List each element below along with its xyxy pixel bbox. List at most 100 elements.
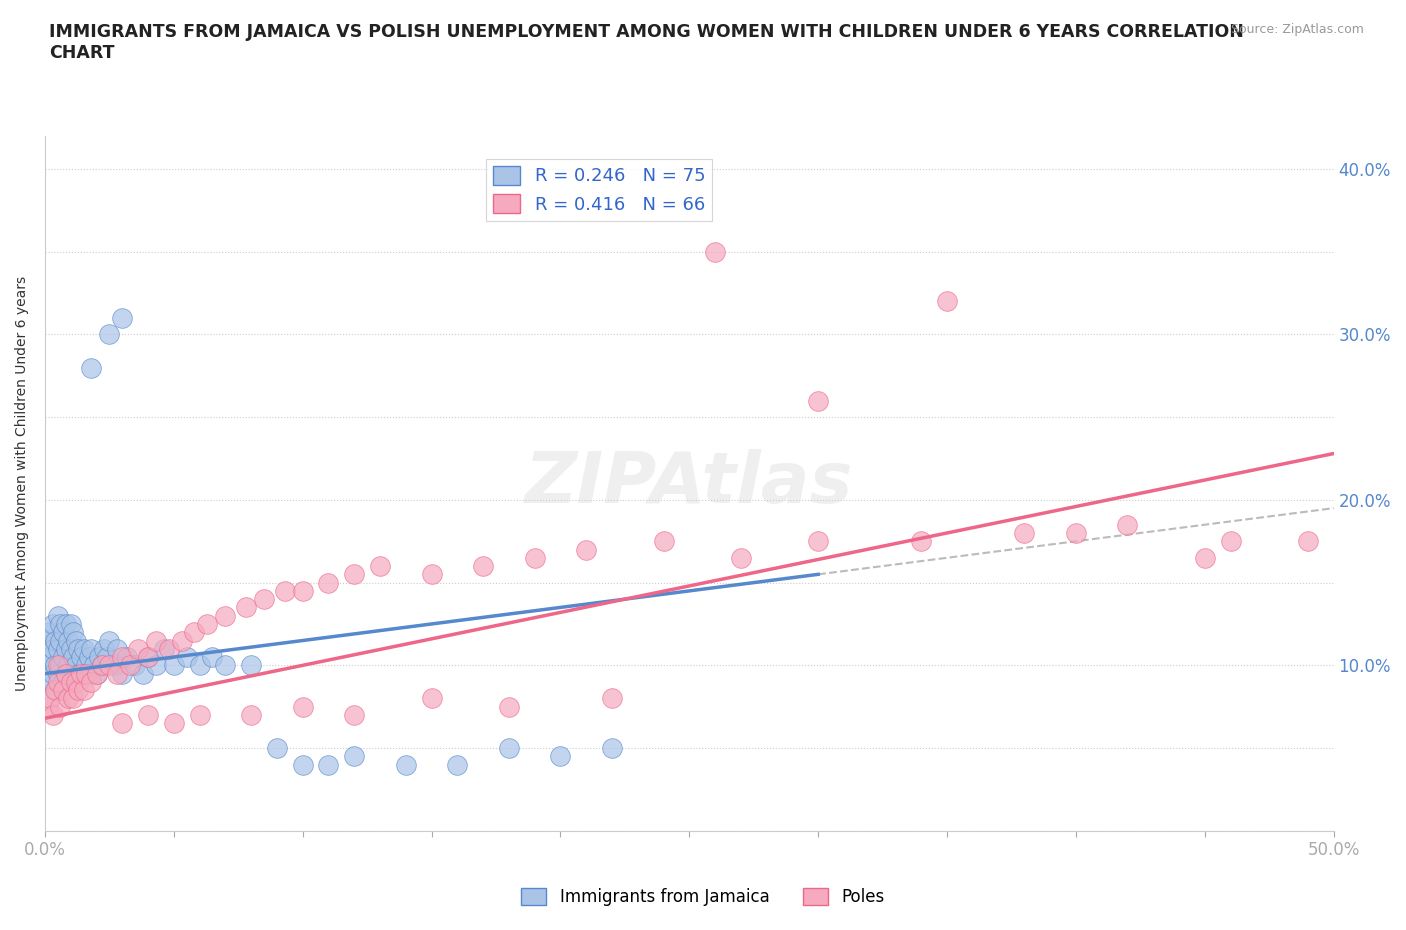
Point <box>44 633 66 648</box>
Point <box>600 740 623 755</box>
Point <box>55 617 77 631</box>
Point <box>240 708 263 723</box>
Point <box>80 674 103 689</box>
Point <box>291 757 314 772</box>
Point <box>46 666 69 681</box>
Point <box>98 633 121 648</box>
Point <box>59 617 82 631</box>
Point <box>318 757 340 772</box>
Point <box>163 716 186 731</box>
Point <box>65 658 87 672</box>
Point <box>93 642 115 657</box>
Point <box>72 683 94 698</box>
Point <box>62 691 84 706</box>
Point <box>176 650 198 665</box>
Point <box>56 691 79 706</box>
Point <box>117 650 139 665</box>
Point <box>49 699 72 714</box>
Point <box>55 666 77 681</box>
Point <box>80 642 103 657</box>
Point <box>395 757 418 772</box>
Point <box>498 699 520 714</box>
Point <box>214 658 236 672</box>
Point <box>111 650 134 665</box>
Point <box>56 658 79 672</box>
Point <box>240 658 263 672</box>
Point <box>163 658 186 672</box>
Text: IMMIGRANTS FROM JAMAICA VS POLISH UNEMPLOYMENT AMONG WOMEN WITH CHILDREN UNDER 6: IMMIGRANTS FROM JAMAICA VS POLISH UNEMPL… <box>49 23 1244 62</box>
Point <box>652 534 675 549</box>
Point <box>59 642 82 657</box>
Point <box>87 650 110 665</box>
Point <box>52 683 75 698</box>
Point <box>704 245 727 259</box>
Point <box>472 559 495 574</box>
Point <box>86 666 108 681</box>
Point <box>52 674 75 689</box>
Point <box>118 658 141 672</box>
Point <box>132 666 155 681</box>
Point <box>67 642 90 657</box>
Point <box>1116 517 1139 532</box>
Point <box>136 708 159 723</box>
Point <box>807 534 830 549</box>
Point <box>420 567 443 582</box>
Point <box>291 583 314 598</box>
Point <box>80 360 103 375</box>
Point <box>183 625 205 640</box>
Point <box>188 658 211 672</box>
Point <box>105 666 128 681</box>
Point <box>44 683 66 698</box>
Point <box>575 542 598 557</box>
Point <box>77 650 100 665</box>
Point <box>56 633 79 648</box>
Text: Source: ZipAtlas.com: Source: ZipAtlas.com <box>1230 23 1364 36</box>
Point <box>62 650 84 665</box>
Point <box>41 708 63 723</box>
Point <box>136 650 159 665</box>
Point <box>1014 525 1036 540</box>
Point <box>98 658 121 672</box>
Point <box>44 658 66 672</box>
Point <box>75 658 97 672</box>
Point <box>420 691 443 706</box>
Point <box>1219 534 1241 549</box>
Point <box>59 666 82 681</box>
Point <box>253 591 276 606</box>
Point <box>807 393 830 408</box>
Point <box>39 691 62 706</box>
Point <box>111 311 134 325</box>
Point <box>291 699 314 714</box>
Point <box>49 617 72 631</box>
Point <box>201 650 224 665</box>
Point <box>235 600 257 615</box>
Point <box>127 642 149 657</box>
Point <box>124 658 146 672</box>
Point <box>39 650 62 665</box>
Point <box>62 625 84 640</box>
Point <box>65 674 87 689</box>
Point <box>65 633 87 648</box>
Point <box>55 642 77 657</box>
Point <box>152 642 174 657</box>
Point <box>103 658 125 672</box>
Point <box>55 666 77 681</box>
Point <box>72 642 94 657</box>
Point <box>1194 551 1216 565</box>
Point <box>80 666 103 681</box>
Point <box>446 757 468 772</box>
Point <box>37 633 59 648</box>
Point <box>67 666 90 681</box>
Point <box>195 617 218 631</box>
Point <box>136 650 159 665</box>
Point <box>72 666 94 681</box>
Point <box>214 608 236 623</box>
Point <box>37 658 59 672</box>
Point <box>368 559 391 574</box>
Point <box>86 666 108 681</box>
Point <box>936 294 959 309</box>
Point <box>41 617 63 631</box>
Point <box>46 658 69 672</box>
Point <box>111 716 134 731</box>
Point <box>318 575 340 590</box>
